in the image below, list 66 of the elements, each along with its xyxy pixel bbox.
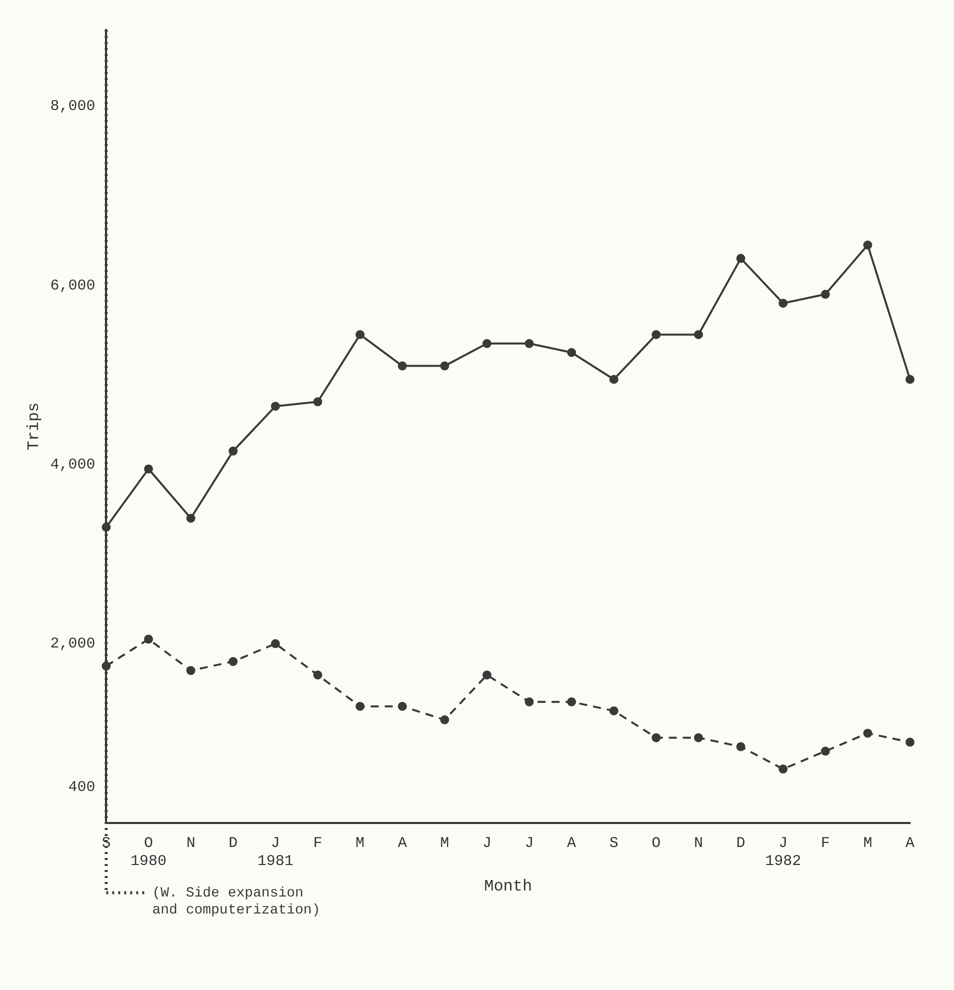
point: [567, 348, 576, 357]
x-tick-label: N: [186, 834, 196, 852]
point: [482, 339, 492, 348]
point: [356, 702, 365, 711]
point: [524, 697, 534, 706]
point: [482, 670, 492, 680]
point: [440, 361, 450, 370]
point: [313, 397, 322, 406]
point: [652, 330, 661, 340]
point: [863, 240, 872, 250]
point: [906, 738, 914, 747]
x-tick-label: D: [736, 834, 746, 852]
x-tick-label: F: [820, 834, 830, 852]
x-tick-label: D: [228, 834, 238, 852]
x-tick-label: M: [356, 834, 365, 852]
y-tick-label: 400: [68, 778, 96, 796]
point: [524, 339, 534, 348]
x-tick-label: O: [652, 834, 661, 852]
point: [144, 464, 154, 474]
point: [906, 374, 914, 384]
y-axis-title: Trips: [24, 402, 43, 450]
point: [694, 330, 703, 340]
x-tick-label: S: [609, 834, 618, 852]
x-tick-label: J 1982: [765, 834, 802, 870]
x-axis-title: Month: [484, 878, 532, 896]
y-tick-label: 2,000: [50, 636, 96, 653]
x-tick-label: M: [440, 834, 450, 852]
point: [820, 290, 830, 299]
x-tick-label: A: [398, 834, 407, 852]
point: [228, 657, 238, 666]
point: [144, 634, 154, 644]
x-tick-label: M: [863, 834, 872, 852]
point: [778, 298, 788, 308]
point: [778, 764, 788, 774]
x-tick-label: F: [313, 834, 322, 852]
point: [652, 733, 661, 742]
point: [102, 662, 111, 671]
point: [440, 715, 450, 724]
point: [609, 374, 618, 384]
y-tick-label: 4,000: [50, 456, 96, 474]
point: [270, 639, 280, 648]
y-tick-label: 6,000: [50, 277, 96, 294]
ref-line-label: (W. Side expansion and computerization): [152, 886, 320, 919]
point: [313, 670, 322, 680]
point: [186, 514, 196, 523]
point: [736, 742, 746, 752]
x-tick-label: A: [905, 834, 915, 852]
point: [398, 702, 407, 711]
point: [567, 697, 576, 706]
point: [356, 330, 365, 340]
x-tick-label: O 1980: [130, 834, 167, 870]
point: [398, 361, 407, 370]
point: [694, 733, 703, 742]
x-tick-label: J 1981: [257, 834, 294, 870]
point: [820, 746, 830, 756]
point: [863, 728, 872, 738]
x-tick-label: A: [567, 834, 576, 852]
point: [609, 706, 618, 716]
point: [186, 666, 196, 676]
x-tick-label: J: [524, 834, 534, 852]
point: [736, 254, 746, 263]
y-tick-label: 8,000: [50, 98, 96, 116]
point: [228, 446, 238, 456]
point: [270, 402, 280, 411]
x-tick-label: J: [482, 834, 492, 852]
x-tick-label: N: [694, 834, 703, 852]
